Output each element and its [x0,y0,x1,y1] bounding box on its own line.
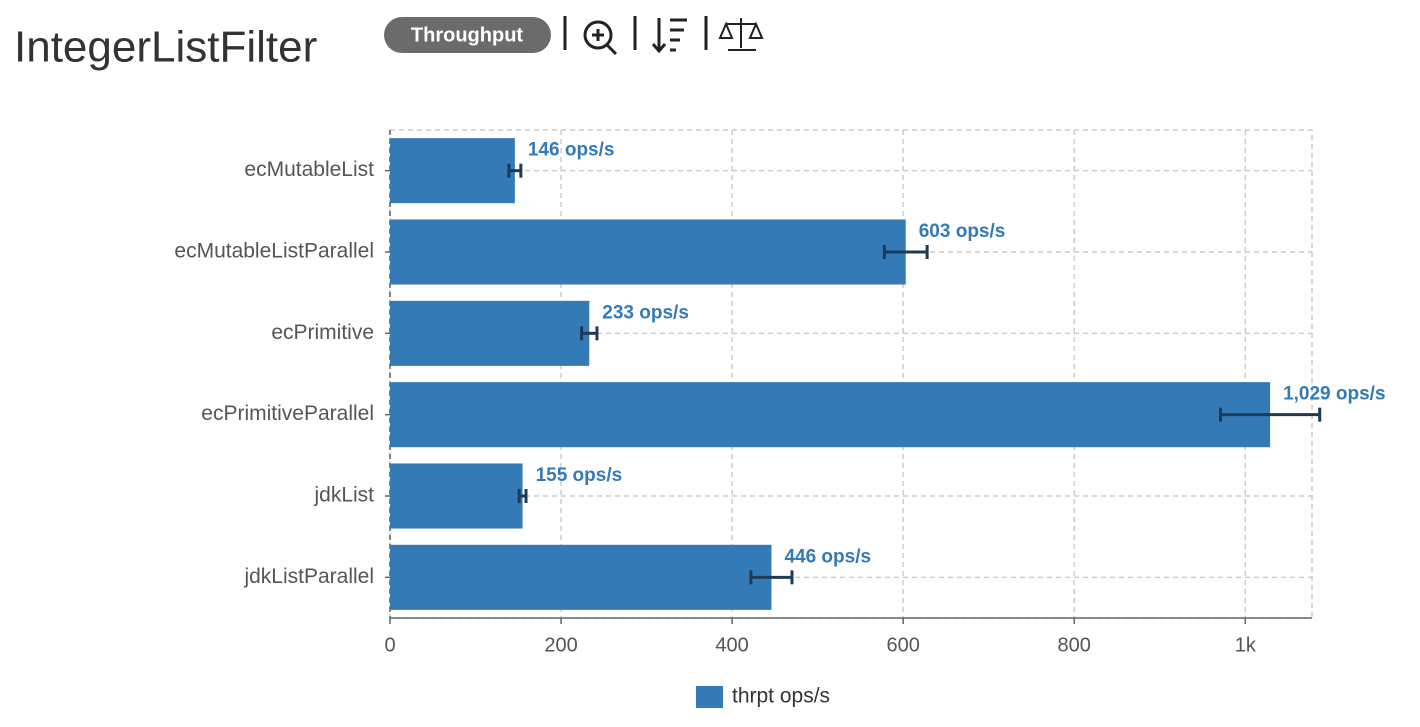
y-tick-label: ecMutableListParallel [174,240,374,263]
chart-title: IntegerListFilter [14,23,317,72]
value-label: 155 ops/s [536,465,623,486]
x-tick-label: 600 [886,634,919,656]
badge: Throughput [411,24,524,46]
x-tick-label: 800 [1058,634,1091,656]
zoom-icon[interactable] [583,20,613,50]
error-bar [517,489,528,503]
value-label: 1,029 ops/s [1283,384,1385,405]
bar [390,300,590,366]
error-bar [580,326,599,341]
toolbar [563,16,764,56]
y-tick-label: ecPrimitiveParallel [201,402,374,425]
bar [390,219,906,285]
legend-swatch [696,686,723,708]
y-tick-label: jdkListParallel [243,565,374,588]
x-tick-label: 1k [1235,634,1257,656]
value-label: 446 ops/s [784,546,871,567]
badge-bg [384,17,551,53]
value-label: 146 ops/s [528,140,615,161]
bar [390,463,523,529]
error-bar [749,570,794,585]
error-bar [1218,407,1322,422]
x-tick-label: 200 [544,634,577,656]
bar [390,138,515,204]
compare-icon[interactable] [718,18,764,51]
x-tick-label: 400 [715,634,748,656]
error-bar [882,245,929,259]
y-tick-label: jdkList [313,484,374,507]
legend-label: thrpt ops/s [732,685,830,708]
value-label: 233 ops/s [602,302,689,323]
y-tick-label: ecMutableList [244,158,374,181]
y-tick-label: ecPrimitive [271,321,374,344]
x-tick-label: 0 [384,634,395,656]
value-label: 603 ops/s [919,221,1006,242]
bar [390,544,772,610]
error-bar [507,163,523,178]
bar [390,382,1271,448]
